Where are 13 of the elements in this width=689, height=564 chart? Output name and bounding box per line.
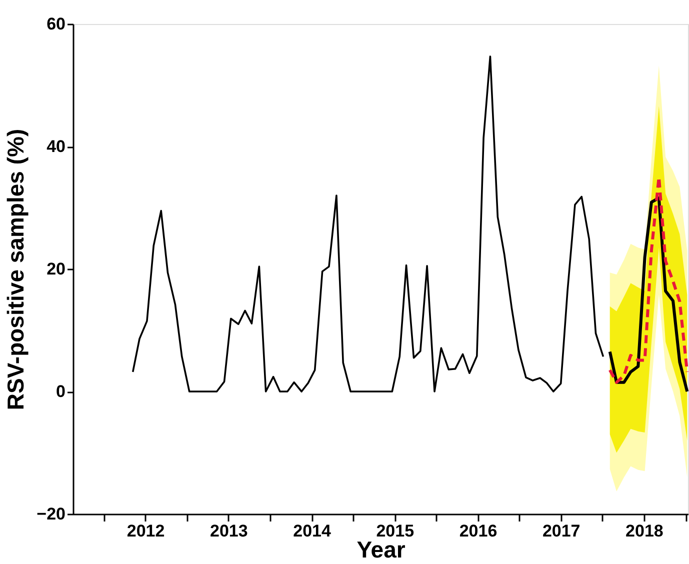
y-tick-label: 20 — [46, 260, 66, 278]
y-tick-label: 40 — [46, 137, 66, 156]
x-tick-label: 2014 — [293, 522, 332, 540]
y-tick-label: −20 — [36, 504, 66, 524]
x-tick-label: 2013 — [210, 522, 248, 540]
y-tick-label: 0 — [56, 382, 66, 401]
x-tick-label: 2016 — [459, 522, 498, 540]
line-series — [132, 56, 604, 392]
y-tick-label: 60 — [46, 14, 66, 34]
y-axis-title: RSV-positive samples (%) — [2, 128, 29, 410]
x-tick-label: 2017 — [542, 522, 580, 540]
x-tick-label: 2012 — [126, 522, 165, 540]
x-tick-label: 2018 — [626, 522, 664, 540]
